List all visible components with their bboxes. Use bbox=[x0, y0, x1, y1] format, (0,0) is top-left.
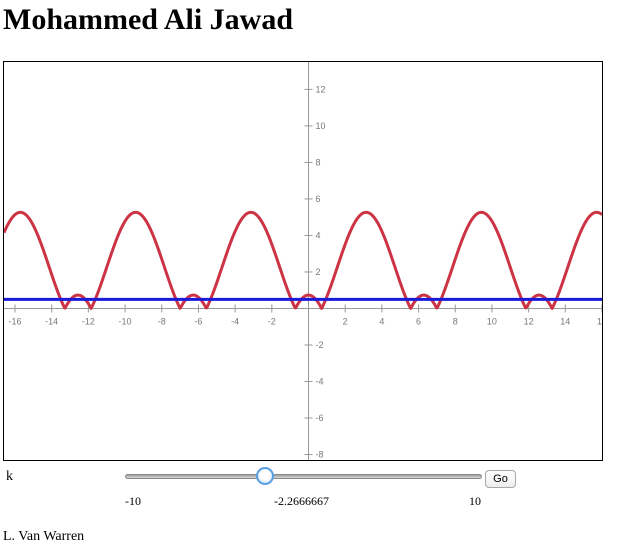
x-tick-label: 16 bbox=[597, 316, 602, 326]
x-tick-label: -8 bbox=[158, 316, 166, 326]
x-tick-label: -6 bbox=[194, 316, 202, 326]
function-plot: -16 -14 -12 -10 -8 -6 -4 -2 2 4 6 8 10 12 14 16 -8 -6 -4 -2… bbox=[4, 62, 602, 460]
page-title: Mohammed Ali Jawad bbox=[3, 3, 294, 36]
k-slider-track[interactable] bbox=[125, 474, 482, 479]
k-slider[interactable] bbox=[125, 466, 482, 488]
x-tick-label: 10 bbox=[487, 316, 497, 326]
y-tick-label: 10 bbox=[316, 121, 326, 131]
red-curve-series bbox=[4, 210, 602, 310]
x-tick-label: 12 bbox=[524, 316, 534, 326]
x-tick-label: -2 bbox=[268, 316, 276, 326]
y-tick-label: -2 bbox=[316, 340, 324, 350]
y-tick-label: 12 bbox=[316, 84, 326, 94]
y-tick-label: -6 bbox=[316, 413, 324, 423]
x-tick-label: 14 bbox=[560, 316, 570, 326]
y-tick-label: 6 bbox=[316, 194, 321, 204]
graph-panel: -16 -14 -12 -10 -8 -6 -4 -2 2 4 6 8 10 12 14 16 -8 -6 -4 -2… bbox=[3, 61, 603, 461]
x-tick-label: -12 bbox=[82, 316, 95, 326]
y-tick-label: 2 bbox=[316, 267, 321, 277]
x-tick-label: 4 bbox=[379, 316, 384, 326]
go-button[interactable]: Go bbox=[485, 470, 516, 488]
x-tick-label: 8 bbox=[453, 316, 458, 326]
x-tick-label: -14 bbox=[45, 316, 58, 326]
x-tick-label: -4 bbox=[231, 316, 239, 326]
y-tick-label: -4 bbox=[316, 376, 324, 386]
slider-max-label: 10 bbox=[469, 494, 481, 508]
y-tick-label: -8 bbox=[316, 450, 324, 460]
author-credit: L. Van Warren bbox=[3, 529, 85, 544]
y-tick-label: 8 bbox=[316, 157, 321, 167]
slider-min-label: -10 bbox=[125, 494, 141, 508]
x-tick-label: 6 bbox=[416, 316, 421, 326]
k-slider-label: k bbox=[6, 469, 13, 484]
x-tick-label: -16 bbox=[8, 316, 21, 326]
k-slider-thumb[interactable] bbox=[256, 467, 275, 485]
x-tick-label: -10 bbox=[119, 316, 132, 326]
x-tick-label: 2 bbox=[343, 316, 348, 326]
slider-value-label: -2.2666667 bbox=[274, 494, 329, 508]
y-tick-label: 4 bbox=[316, 230, 321, 240]
